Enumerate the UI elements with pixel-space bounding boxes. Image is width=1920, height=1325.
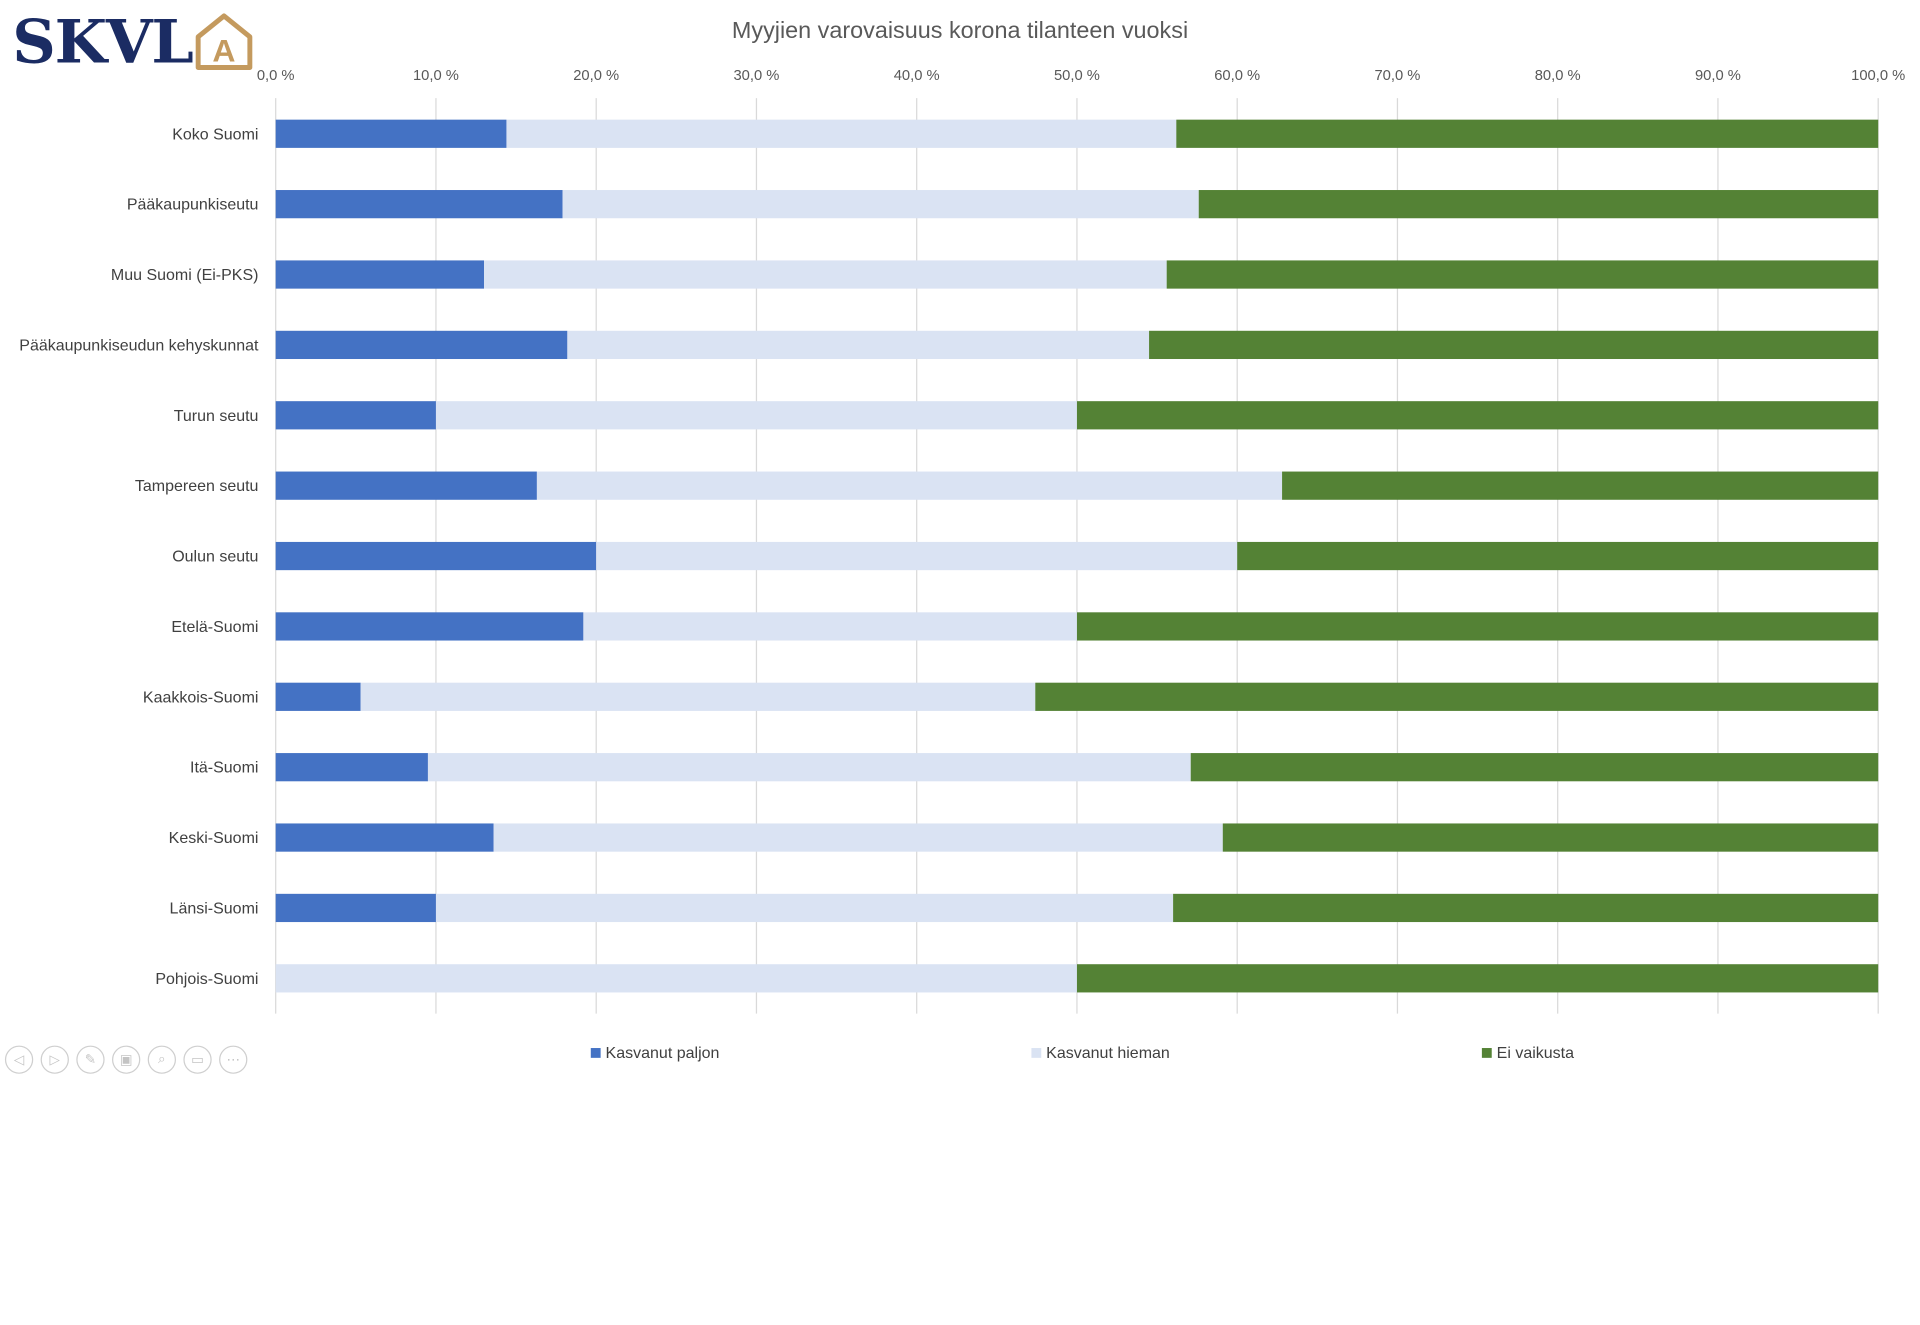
bar-segment-2	[435, 401, 1077, 430]
zoom-icon: ⌕	[158, 1051, 166, 1067]
pen-tool-button[interactable]: ✎	[76, 1045, 105, 1074]
category-label: Turun seutu	[174, 408, 259, 425]
slides-overview-button[interactable]: ▣	[112, 1045, 141, 1074]
zoom-button[interactable]: ⌕	[147, 1045, 177, 1074]
bar-segment-2	[484, 260, 1167, 289]
category-label: Oulun seutu	[172, 549, 258, 566]
category-label: Keski-Suomi	[169, 830, 259, 847]
legend-entry: Ei vaikusta	[1481, 1043, 1575, 1062]
bar-segment-1	[275, 893, 436, 923]
bar-segment-2	[360, 682, 1036, 711]
bar-segment-1	[275, 471, 537, 500]
logo-text: SKVL	[12, 5, 193, 77]
bar-segment-3	[1198, 190, 1879, 219]
slideshow-toolbar: ◁ ▷ ✎ ▣ ⌕ ▭ ⋯	[4, 1045, 248, 1074]
bar-segment-2	[583, 612, 1077, 641]
bar-segment-3	[1035, 682, 1879, 711]
legend-entry: Kasvanut hieman	[1031, 1043, 1170, 1062]
bar-segment-3	[1149, 330, 1879, 360]
next-slide-button[interactable]: ▷	[40, 1045, 69, 1074]
bar-segment-2	[536, 471, 1283, 500]
x-tick-label: 90,0 %	[1695, 68, 1741, 84]
bar-segment-1	[275, 119, 507, 148]
category-label: Länsi-Suomi	[170, 900, 259, 917]
legend-swatch	[1481, 1047, 1492, 1058]
more-options-button[interactable]: ⋯	[219, 1045, 248, 1074]
bar-segment-1	[275, 612, 584, 641]
bar-segment-3	[1076, 401, 1879, 430]
category-label: Pääkaupunkiseudun kehyskunnat	[19, 337, 259, 354]
bar-segment-3	[1282, 471, 1879, 500]
bar-segment-3	[1176, 119, 1879, 148]
bar-segment-2	[596, 541, 1238, 571]
category-label: Etelä-Suomi	[171, 619, 258, 636]
legend-swatch	[590, 1047, 601, 1058]
category-label: Pohjois-Suomi	[155, 971, 258, 988]
legend-label: Ei vaikusta	[1496, 1043, 1575, 1062]
slides-overview-icon: ▣	[119, 1052, 133, 1068]
x-tick-label: 50,0 %	[1054, 68, 1100, 84]
bar-segment-1	[275, 682, 361, 711]
bar-segment-1	[275, 823, 494, 852]
x-tick-label: 70,0 %	[1374, 68, 1420, 84]
category-label: Itä-Suomi	[190, 760, 258, 777]
bar-segment-3	[1237, 541, 1879, 571]
more-options-icon: ⋯	[226, 1052, 241, 1068]
x-tick-label: 80,0 %	[1535, 68, 1581, 84]
previous-slide-icon: ◁	[13, 1052, 25, 1068]
logo-mark-letter: A	[213, 32, 236, 68]
category-label: Pääkaupunkiseutu	[127, 197, 259, 214]
legend-swatch	[1031, 1047, 1042, 1058]
bar-segment-1	[275, 260, 485, 289]
bar-segment-3	[1166, 260, 1879, 289]
bar-segment-3	[1190, 753, 1879, 782]
pen-tool-icon: ✎	[84, 1052, 97, 1068]
x-tick-label: 30,0 %	[733, 68, 779, 84]
house-logo-icon: A	[196, 13, 253, 70]
bar-segment-1	[275, 541, 597, 571]
bar-segment-2	[562, 190, 1199, 219]
bar-segment-3	[1173, 893, 1879, 923]
bar-segment-1	[275, 753, 428, 782]
bar-segment-2	[493, 823, 1223, 852]
legend-entry: Kasvanut paljon	[590, 1043, 720, 1062]
legend-label: Kasvanut paljon	[605, 1043, 720, 1062]
bar-segment-2	[435, 893, 1174, 923]
bar-segment-3	[1076, 964, 1879, 993]
category-label: Kaakkois-Suomi	[143, 689, 259, 706]
bar-segment-1	[275, 330, 568, 360]
bar-segment-3	[1076, 612, 1879, 641]
category-label: Tampereen seutu	[135, 478, 259, 495]
legend-label: Kasvanut hieman	[1046, 1043, 1170, 1062]
previous-slide-button[interactable]: ◁	[4, 1045, 34, 1074]
x-tick-label: 10,0 %	[413, 68, 459, 84]
x-tick-label: 60,0 %	[1214, 68, 1260, 84]
bar-segment-2	[275, 964, 1077, 993]
bar-segment-2	[506, 119, 1177, 148]
screen-icon: ▭	[191, 1052, 204, 1068]
skvl-logo: SKVL A	[12, 10, 255, 74]
stacked-bar-chart: 0,0 % 10,0 % 20,0 % 30,0 % 40,0 % 50,0 % 60,0 …	[19, 68, 1905, 1014]
category-label: Koko Suomi	[172, 126, 258, 143]
bar-segment-2	[427, 753, 1191, 782]
bar-segment-3	[1222, 823, 1879, 852]
x-tick-label: 20,0 %	[573, 68, 619, 84]
x-tick-label: 0,0 %	[257, 68, 295, 84]
category-label: Muu Suomi (Ei-PKS)	[111, 267, 259, 284]
bar-segment-1	[275, 190, 563, 219]
chart-title: Myyjien varovaisuus korona tilanteen vuo…	[731, 18, 1189, 45]
next-slide-icon: ▷	[49, 1052, 60, 1068]
screen-button[interactable]: ▭	[183, 1045, 212, 1074]
bar-segment-2	[567, 330, 1150, 360]
bar-segment-1	[275, 401, 436, 430]
x-tick-label: 100,0 %	[1851, 68, 1905, 84]
x-tick-label: 40,0 %	[894, 68, 940, 84]
